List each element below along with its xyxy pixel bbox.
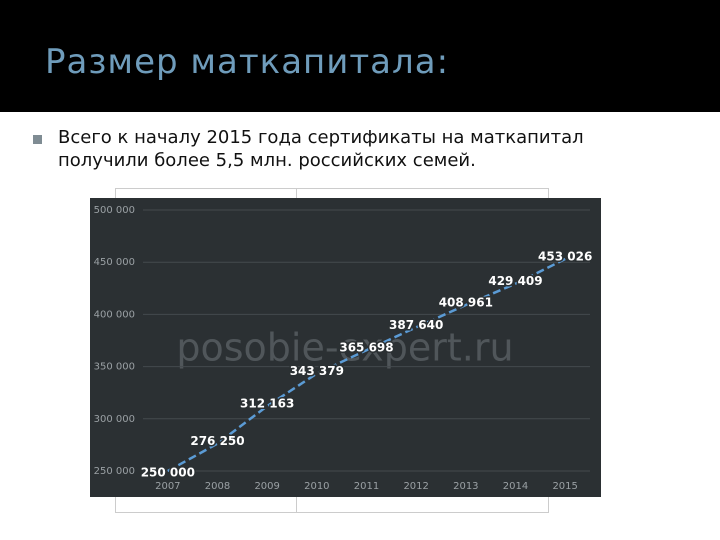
x-tick-label: 2014 xyxy=(503,481,528,492)
chart-background xyxy=(90,198,601,497)
data-line xyxy=(167,257,566,473)
x-tick-label: 2009 xyxy=(254,481,279,492)
data-label: 312 163 xyxy=(240,397,294,411)
data-label: 365 698 xyxy=(339,341,393,355)
y-tick-label: 300 000 xyxy=(94,414,135,425)
x-tick-label: 2015 xyxy=(552,481,577,492)
data-label: 408 961 xyxy=(439,296,493,310)
data-label: 250 000 xyxy=(141,466,195,480)
y-tick-label: 250 000 xyxy=(94,466,135,477)
bullet-marker xyxy=(33,135,42,144)
slide-title: Размер маткапитала: xyxy=(45,42,450,82)
data-label: 429 409 xyxy=(488,274,542,288)
x-tick-label: 2010 xyxy=(304,481,329,492)
x-tick-label: 2013 xyxy=(453,481,478,492)
bullet-text: Всего к началу 2015 года сертификаты на … xyxy=(58,127,584,171)
title-band xyxy=(0,0,720,112)
y-tick-label: 450 000 xyxy=(94,257,135,268)
y-tick-label: 500 000 xyxy=(94,205,135,216)
data-label: 343 379 xyxy=(290,364,344,378)
y-tick-label: 400 000 xyxy=(94,309,135,320)
data-label: 276 250 xyxy=(190,434,244,448)
x-tick-label: 2007 xyxy=(155,481,180,492)
x-tick-label: 2008 xyxy=(205,481,230,492)
x-tick-label: 2011 xyxy=(354,481,379,492)
y-tick-label: 350 000 xyxy=(94,362,135,373)
data-label: 387 640 xyxy=(389,318,443,332)
watermark: posobie-expert.ru xyxy=(176,326,513,370)
data-label: 453 026 xyxy=(538,250,592,264)
x-tick-label: 2012 xyxy=(403,481,428,492)
